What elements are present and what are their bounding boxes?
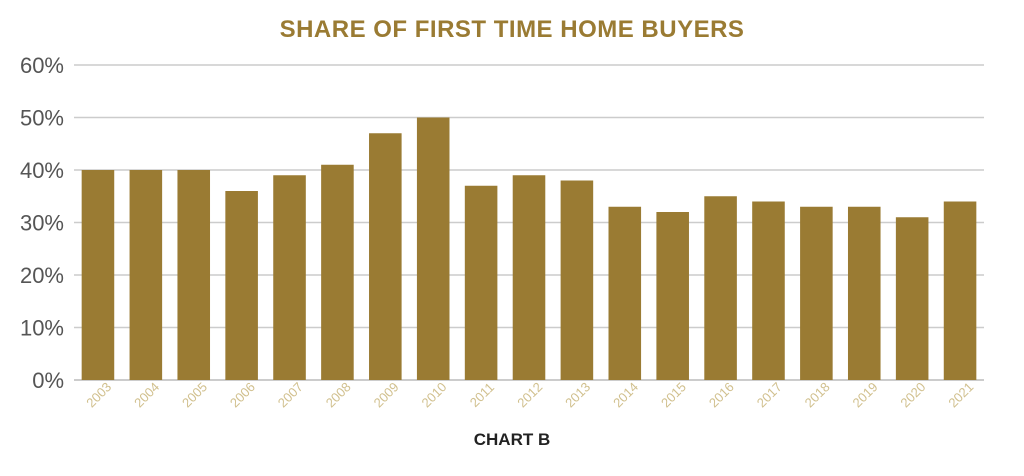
bar-2009 (369, 133, 402, 380)
x-tick-label: 2009 (371, 379, 402, 410)
x-tick-label: 2011 (467, 380, 497, 410)
x-axis-ticks: 2003 2004 2005 2006 2007 2008 2009 2010 2011 2012… (83, 379, 976, 410)
x-tick-label: 2008 (323, 379, 354, 410)
y-tick-label: 0% (32, 368, 64, 393)
x-tick-label: 2015 (658, 379, 689, 410)
y-axis-ticks: 0% 10% 20% 30% 40% 50% 60% (20, 53, 64, 393)
bar-2013 (560, 180, 594, 380)
bar-2018 (800, 206, 833, 380)
x-tick-label: 2006 (227, 379, 258, 410)
y-tick-label: 30% (20, 211, 64, 236)
x-tick-label: 2007 (275, 379, 306, 410)
x-tick-label: 2016 (706, 379, 737, 410)
x-tick-label: 2021 (945, 379, 976, 410)
x-tick-label: 2020 (897, 379, 928, 410)
x-tick-label: 2005 (179, 379, 210, 410)
chart-title: SHARE OF FIRST TIME HOME BUYERS (279, 16, 745, 43)
x-tick-label: 2019 (850, 379, 881, 410)
bar-2021 (943, 201, 977, 380)
chart-caption: CHART B (473, 430, 551, 449)
y-tick-label: 10% (20, 316, 64, 341)
y-tick-label: 50% (20, 106, 64, 131)
bar-2011 (464, 185, 498, 380)
x-tick-label: 2004 (131, 379, 162, 410)
bar-2019 (847, 206, 881, 380)
bar-2006 (225, 191, 258, 380)
x-tick-label: 2012 (514, 379, 545, 410)
x-tick-label: 2018 (802, 379, 833, 410)
y-tick-label: 60% (20, 53, 64, 78)
x-tick-label: 2013 (562, 379, 593, 410)
bar-2012 (512, 175, 546, 380)
x-tick-label: 2017 (754, 379, 785, 410)
bar-2007 (273, 175, 306, 380)
bar-2020 (895, 217, 929, 380)
bar-2004 (129, 170, 163, 380)
bar-2015 (656, 212, 689, 380)
x-tick-label: 2014 (610, 379, 641, 410)
bar-2010 (416, 117, 450, 380)
bar-2008 (321, 164, 354, 380)
bar-2003 (81, 170, 115, 380)
bar-2016 (704, 196, 737, 380)
y-tick-label: 20% (20, 263, 64, 288)
y-tick-label: 40% (20, 158, 64, 183)
bar-2017 (752, 201, 785, 380)
x-tick-label: 2003 (83, 379, 114, 410)
bar-2014 (608, 206, 642, 380)
x-tick-label: 2010 (418, 379, 449, 410)
bar-2005 (177, 170, 211, 380)
bars (81, 117, 977, 380)
